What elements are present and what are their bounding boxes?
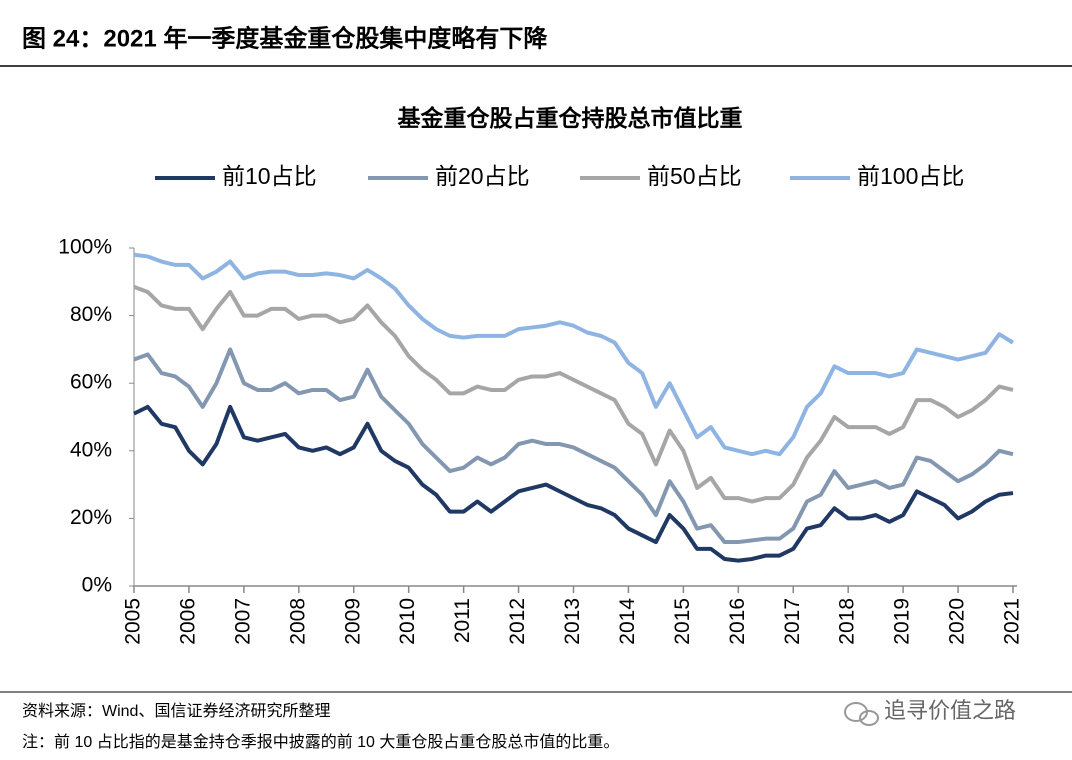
series-line — [133, 284, 1014, 504]
series-line — [133, 347, 1014, 545]
legend-label: 前50占比 — [647, 163, 742, 189]
legend-label: 前20占比 — [435, 163, 530, 189]
x-tick-label: 2020 — [946, 598, 969, 645]
x-tick-label: 2005 — [122, 598, 145, 645]
x-tick-label: 2006 — [176, 598, 199, 645]
source: 资料来源：Wind、国信证券经济研究所整理 — [22, 702, 330, 720]
x-tick-label: 2015 — [671, 598, 694, 645]
figure-title: 图 24：2021 年一季度基金重仓股集中度略有下降 — [22, 24, 548, 52]
y-tick-label: 20% — [70, 506, 112, 529]
y-tick-label: 60% — [70, 371, 112, 394]
x-tick-label: 2018 — [836, 598, 859, 645]
watermark-icon — [844, 702, 879, 726]
x-tick-label: 2008 — [286, 598, 309, 645]
legend-label: 前10占比 — [222, 163, 317, 189]
x-tick-label: 2019 — [891, 598, 914, 645]
chart-title: 基金重仓股占重仓持股总市值比重 — [398, 105, 743, 131]
x-tick-label: 2014 — [616, 598, 639, 645]
x-tick-label: 2010 — [396, 598, 419, 645]
x-tick-label: 2013 — [561, 598, 584, 645]
series-line — [133, 404, 1014, 563]
y-tick-label: 40% — [70, 438, 112, 461]
x-tick-label: 2016 — [726, 598, 749, 645]
note: 注：前 10 占比指的是基金持仓季报中披露的前 10 大重仓股占重仓股总市值的比… — [22, 733, 619, 751]
x-tick-label: 2011 — [451, 598, 474, 643]
y-tick-label: 100% — [58, 236, 112, 259]
watermark: 追寻价值之路 — [884, 698, 1016, 723]
legend-label: 前100占比 — [857, 163, 964, 189]
x-tick-label: 2007 — [231, 598, 254, 645]
x-tick-label: 2021 — [1001, 598, 1024, 645]
y-tick-label: 80% — [70, 303, 112, 326]
y-tick-label: 0% — [82, 574, 112, 597]
series-line — [133, 252, 1015, 457]
x-tick-label: 2012 — [506, 598, 529, 645]
x-tick-label: 2009 — [341, 598, 364, 645]
x-tick-label: 2017 — [781, 598, 804, 645]
